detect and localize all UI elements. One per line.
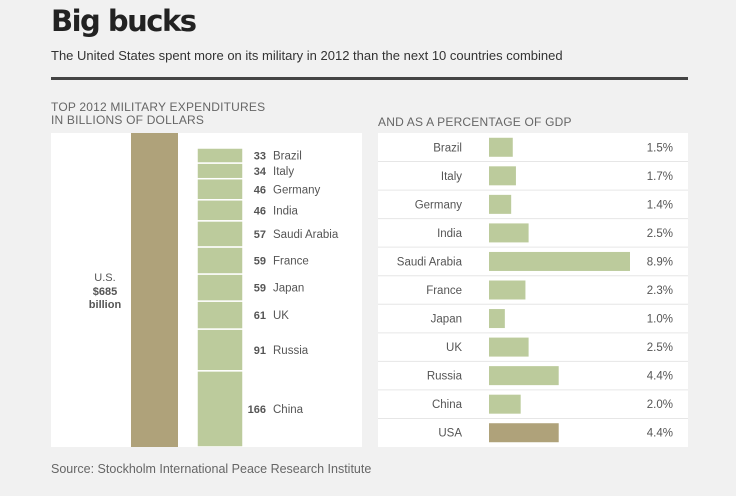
gdp-bar-usa [489,423,559,443]
left-panel: U.S. $685 billion 33 Brazil 34 Italy 46 Germany 4… [51,133,362,448]
stack-value-saudi-arabia: 57 [254,229,266,241]
stack-value-uk: 61 [254,310,266,322]
left-heading-line1: TOP 2012 MILITARY EXPENDITURES [51,100,266,114]
gdp-value-usa: 4.4% [647,428,673,440]
stack-value-germany: 46 [254,184,266,196]
us-spending-bar [131,133,178,447]
gdp-bar-uk [489,337,529,357]
gdp-category-russia: Russia [427,371,463,383]
us-label-line1: U.S. [94,272,115,284]
gdp-category-india: India [437,228,463,240]
gdp-bar-italy [489,166,516,186]
gdp-bar-france [489,280,526,300]
gdp-value-china: 2.0% [647,399,673,411]
stack-segment-japan [196,273,244,302]
gdp-value-india: 2.5% [647,228,673,240]
right-panel-heading: AND AS A PERCENTAGE OF GDP [378,115,572,129]
stack-country-russia: Russia [273,345,309,357]
stack-value-france: 59 [254,256,266,268]
us-label-line2: $685 [93,286,117,298]
stack-value-japan: 59 [254,283,266,295]
left-heading-line2: IN BILLIONS OF DOLLARS [51,113,205,127]
stack-value-china: 166 [248,404,266,416]
right-panel: Brazil 1.5% Italy 1.7% Germany 1.4% India 2.5% S… [378,133,688,447]
stack-country-germany: Germany [273,184,321,196]
gdp-category-japan: Japan [431,314,462,326]
stack-value-russia: 91 [254,345,266,357]
gdp-category-germany: Germany [415,199,463,211]
gdp-value-uk: 2.5% [647,342,673,354]
gdp-bar-india [489,223,529,243]
stack-segment-russia [196,328,244,372]
header-rule [51,77,688,80]
gdp-category-italy: Italy [441,171,462,183]
us-label-line3: billion [89,299,122,311]
gdp-chart: Brazil 1.5% Italy 1.7% Germany 1.4% India 2.5% S… [378,137,688,443]
gdp-value-japan: 1.0% [647,314,673,326]
gdp-value-germany: 1.4% [647,199,673,211]
source-note: Source: Stockholm International Peace Re… [51,462,372,476]
gdp-bar-germany [489,194,512,214]
gdp-category-china: China [432,399,463,411]
stack-country-france: France [273,256,309,268]
gdp-value-brazil: 1.5% [647,142,673,154]
stack-country-saudi-arabia: Saudi Arabia [273,229,339,241]
stack-segment-saudi-arabia [196,220,244,248]
gdp-category-saudi-arabia: Saudi Arabia [397,256,463,268]
stack-value-india: 46 [254,205,266,217]
stack-segment-germany [196,177,244,201]
stack-country-india: India [273,205,299,217]
stack-country-china: China [273,404,304,416]
gdp-bar-china [489,394,521,414]
chart-subtitle: The United States spent more on its mili… [51,48,563,63]
gdp-value-france: 2.3% [647,285,673,297]
stack-segment-uk [196,300,244,330]
stack-country-uk: UK [273,310,289,322]
stack-segment-china [196,370,244,448]
gdp-bar-brazil [489,137,513,157]
stack-country-japan: Japan [273,283,304,295]
stack-segment-france [196,246,244,275]
gdp-value-italy: 1.7% [647,171,673,183]
stack-value-italy: 34 [254,166,267,178]
stack-value-brazil: 33 [254,151,266,163]
stack-country-brazil: Brazil [273,151,302,163]
gdp-category-brazil: Brazil [433,142,462,154]
gdp-category-france: France [426,285,462,297]
gdp-value-russia: 4.4% [647,371,673,383]
gdp-bar-russia [489,366,559,386]
gdp-bar-saudi-arabia [489,251,630,271]
gdp-category-uk: UK [446,342,462,354]
chart-title: Big bucks [51,4,197,38]
gdp-value-saudi-arabia: 8.9% [647,256,673,268]
stack-segment-india [196,199,244,222]
gdp-bar-japan [489,309,505,329]
stack-segment-italy [196,162,244,180]
stack-segment-brazil [196,147,244,164]
left-panel-heading: TOP 2012 MILITARY EXPENDITURES IN BILLIO… [51,101,265,127]
gdp-category-usa: USA [438,428,462,440]
stack-country-italy: Italy [273,166,294,178]
